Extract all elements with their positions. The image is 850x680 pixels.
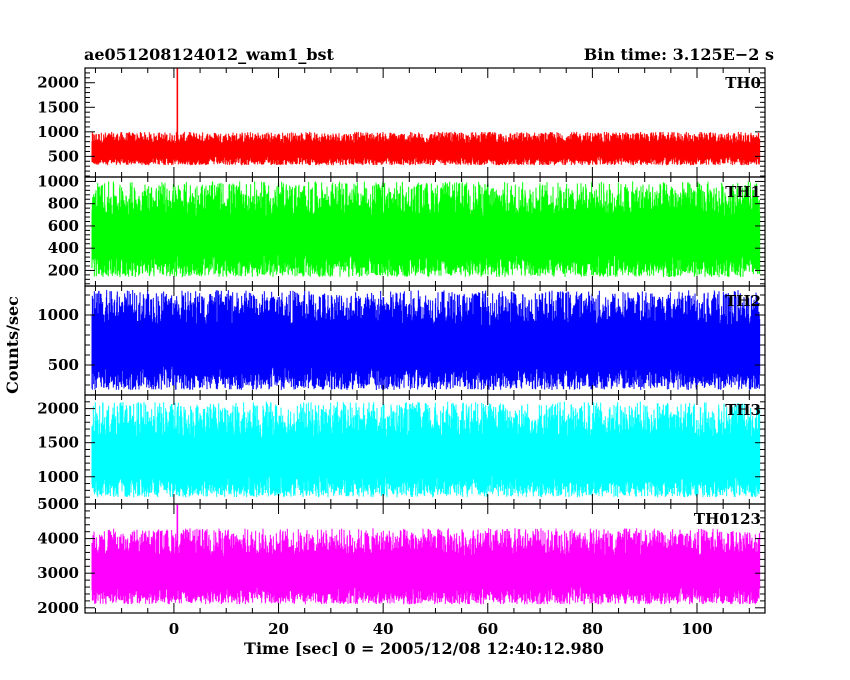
y-tick-label: 600	[48, 217, 79, 235]
x-tick-label: 40	[373, 620, 394, 638]
y-tick-label: 2000	[37, 599, 79, 617]
y-tick-label: 1000	[37, 172, 79, 190]
x-tick-label: 0	[169, 620, 179, 638]
y-tick-label: 1000	[37, 468, 79, 486]
panel-th0123: TH0123 2000 3000 4000 5000	[37, 495, 766, 617]
series-th0	[91, 68, 761, 166]
panel-th0: TH0 500 1000 1500 2000	[37, 67, 766, 178]
y-tick-label: 1500	[37, 98, 79, 116]
series-th3	[91, 401, 761, 498]
series-th1	[91, 181, 761, 278]
x-tick-label: 60	[477, 620, 498, 638]
x-tick-label: 100	[681, 620, 712, 638]
series-th0123	[91, 504, 761, 605]
y-tick-label: 1000	[37, 123, 79, 141]
panel-label: TH0123	[694, 510, 761, 528]
chart-title: ae051208124012_wam1_bst	[84, 45, 335, 64]
panel-th2: TH2 500 1000	[37, 285, 766, 396]
panel-label: TH3	[725, 401, 761, 419]
x-tick-label: 20	[268, 620, 289, 638]
y-tick-label: 800	[48, 195, 79, 213]
x-tick-label: 80	[582, 620, 603, 638]
chart-subtitle: Bin time: 3.125E−2 s	[584, 45, 774, 64]
y-tick-label: 400	[48, 239, 79, 257]
y-tick-label: 3000	[37, 564, 79, 582]
y-tick-label: 1500	[37, 434, 79, 452]
panel-label: TH2	[725, 292, 761, 310]
y-tick-label: 1000	[37, 306, 79, 324]
panel-th3: TH3 1000 1500 2000	[37, 394, 766, 505]
panel-label: TH1	[725, 183, 761, 201]
panel-th1: TH1 200 400 600 800 1000	[37, 172, 766, 287]
y-tick-label: 4000	[37, 530, 79, 548]
panel-label: TH0	[725, 74, 761, 92]
panels-group: TH0500100015002000TH12004006008001000TH2…	[37, 67, 766, 638]
series-th2	[91, 290, 761, 390]
x-axis-label: Time [sec] 0 = 2005/12/08 12:40:12.980	[244, 639, 604, 658]
y-tick-label: 5000	[37, 495, 79, 513]
y-tick-label: 500	[48, 356, 79, 374]
y-tick-label: 2000	[37, 400, 79, 418]
y-tick-label: 200	[48, 261, 79, 279]
panel-frame	[84, 503, 766, 614]
y-tick-label: 2000	[37, 74, 79, 92]
y-tick-label: 500	[48, 147, 79, 165]
y-axis-label: Counts/sec	[3, 296, 22, 394]
